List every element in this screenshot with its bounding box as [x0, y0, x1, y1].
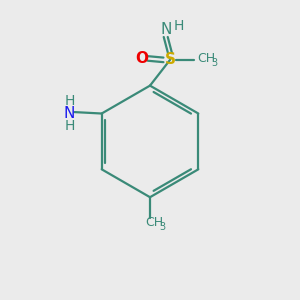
- Text: S: S: [164, 52, 175, 68]
- Text: H: H: [173, 19, 184, 32]
- Text: N: N: [64, 106, 75, 121]
- Text: 3: 3: [212, 58, 218, 68]
- Text: O: O: [135, 51, 148, 66]
- Text: N: N: [160, 22, 171, 37]
- Text: CH: CH: [197, 52, 215, 65]
- Text: H: H: [64, 94, 74, 108]
- Text: H: H: [64, 119, 74, 134]
- Text: CH: CH: [145, 217, 163, 230]
- Text: 3: 3: [160, 222, 166, 232]
